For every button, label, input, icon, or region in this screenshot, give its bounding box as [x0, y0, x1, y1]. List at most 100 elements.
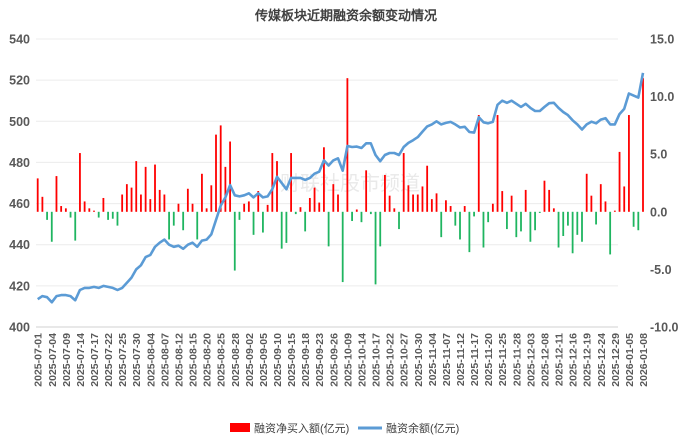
net-buy-bar	[196, 211, 199, 240]
net-buy-bar	[548, 189, 551, 212]
net-buy-bar	[388, 195, 391, 212]
net-buy-bar	[238, 211, 241, 220]
net-buy-bar	[135, 161, 138, 212]
right-tick-label: 10.0	[650, 90, 674, 104]
net-buy-bar	[337, 194, 339, 212]
right-tick-label: -10.0	[650, 321, 679, 335]
net-buy-bar	[632, 211, 635, 227]
net-buy-bar	[116, 211, 119, 226]
x-tick-label: 2025-11-20	[483, 333, 495, 386]
net-buy-bar	[430, 199, 433, 212]
net-buy-bar	[416, 194, 419, 212]
net-buy-bar	[163, 194, 166, 212]
net-buy-bar	[41, 196, 44, 212]
net-buy-bar	[276, 161, 278, 212]
net-buy-bar	[55, 176, 58, 212]
net-buy-bar	[501, 191, 504, 212]
net-buy-bar	[74, 211, 77, 241]
net-buy-bar	[140, 194, 142, 212]
x-tick-label: 2025-10-17	[371, 333, 383, 387]
net-buy-bar	[219, 125, 222, 212]
net-buy-bar	[280, 211, 283, 249]
net-buy-bar	[130, 187, 133, 212]
net-buy-bar	[88, 208, 91, 212]
legend-bar-label: 融资净买入额(亿元)	[254, 421, 349, 435]
net-buy-bar	[257, 191, 260, 212]
net-buy-bar	[262, 211, 264, 233]
x-tick-label: 2025-09-10	[272, 333, 284, 387]
net-buy-bar	[595, 211, 597, 225]
net-buy-bar	[529, 211, 532, 242]
x-tick-label: 2025-08-15	[188, 333, 200, 387]
net-buy-bar	[323, 147, 325, 212]
x-tick-label: 2025-08-20	[202, 333, 214, 387]
x-tick-label: 2025-12-19	[582, 333, 594, 387]
net-buy-bar	[64, 208, 67, 212]
net-buy-bar	[435, 193, 438, 212]
net-buy-bar	[365, 170, 368, 212]
net-buy-bar	[613, 210, 616, 212]
net-buy-bar	[618, 151, 621, 212]
net-buy-bar	[252, 211, 255, 235]
x-tick-label: 2025-07-14	[75, 333, 87, 387]
net-buy-bar	[637, 211, 640, 231]
x-tick-label: 2026-01-05	[624, 333, 636, 387]
net-buy-bar	[158, 189, 161, 212]
x-tick-label: 2025-07-25	[117, 333, 129, 387]
x-tick-label: 2025-08-28	[230, 333, 242, 387]
net-buy-bar	[149, 199, 152, 212]
x-tick-label: 2025-10-09	[342, 333, 354, 387]
net-buy-bar	[454, 211, 457, 226]
net-buy-bar	[459, 211, 461, 240]
net-buy-bar	[327, 211, 330, 247]
net-buy-bar	[266, 204, 269, 212]
right-tick-label: 0.0	[650, 205, 667, 219]
watermark: 财联社股市频道	[280, 172, 420, 195]
net-buy-bar	[402, 153, 405, 212]
net-buy-bar	[609, 211, 612, 255]
net-buy-bar	[247, 201, 250, 212]
net-buy-bar	[585, 173, 588, 212]
net-buy-bar	[398, 211, 400, 230]
x-tick-label: 2025-12-11	[554, 333, 566, 386]
x-tick-label: 2025-11-07	[441, 333, 453, 386]
net-buy-bar	[407, 185, 410, 212]
legend-line-label: 融资余额(亿元)	[386, 421, 459, 435]
net-buy-bar	[233, 211, 236, 271]
net-buy-bar	[60, 206, 63, 212]
net-buy-bar	[182, 211, 185, 231]
net-buy-bar	[412, 194, 414, 212]
x-tick-label: 2025-10-22	[385, 333, 397, 387]
x-tick-label: 2025-07-30	[131, 333, 143, 387]
net-buy-bar	[332, 184, 335, 212]
net-buy-bar	[473, 211, 475, 217]
net-buy-bar	[172, 211, 175, 226]
net-buy-bar	[341, 211, 344, 283]
left-axis: 400 420 440 460 480 500 520 540	[9, 33, 30, 335]
net-buy-bar	[93, 210, 95, 212]
net-buy-bar	[463, 206, 466, 212]
x-tick-label: 2025-12-24	[596, 333, 608, 387]
net-buy-bar	[599, 184, 602, 212]
net-buy-bar	[369, 211, 372, 215]
x-tick-label: 2025-08-04	[145, 333, 157, 387]
net-buy-bar	[229, 141, 231, 212]
x-tick-label: 2025-12-29	[610, 333, 622, 387]
x-tick-label: 2025-08-12	[173, 333, 185, 387]
x-tick-label: 2025-09-18	[300, 333, 312, 387]
net-buy-bar	[168, 211, 170, 240]
net-buy-bar	[318, 202, 321, 212]
left-tick-label: 460	[9, 197, 30, 211]
net-buy-bar	[294, 211, 297, 215]
x-tick-label: 2025-10-30	[413, 333, 425, 387]
net-buy-bar	[79, 153, 81, 212]
net-buy-bar	[374, 211, 377, 285]
x-tick-label: 2025-09-05	[258, 333, 270, 387]
net-buy-bar	[186, 188, 189, 212]
x-tick-label: 2025-09-15	[286, 333, 298, 387]
left-tick-label: 440	[9, 238, 30, 252]
net-buy-bar	[384, 174, 386, 212]
net-buy-bar	[121, 194, 124, 212]
net-buy-bar	[210, 185, 213, 212]
net-buy-bar	[393, 208, 396, 212]
